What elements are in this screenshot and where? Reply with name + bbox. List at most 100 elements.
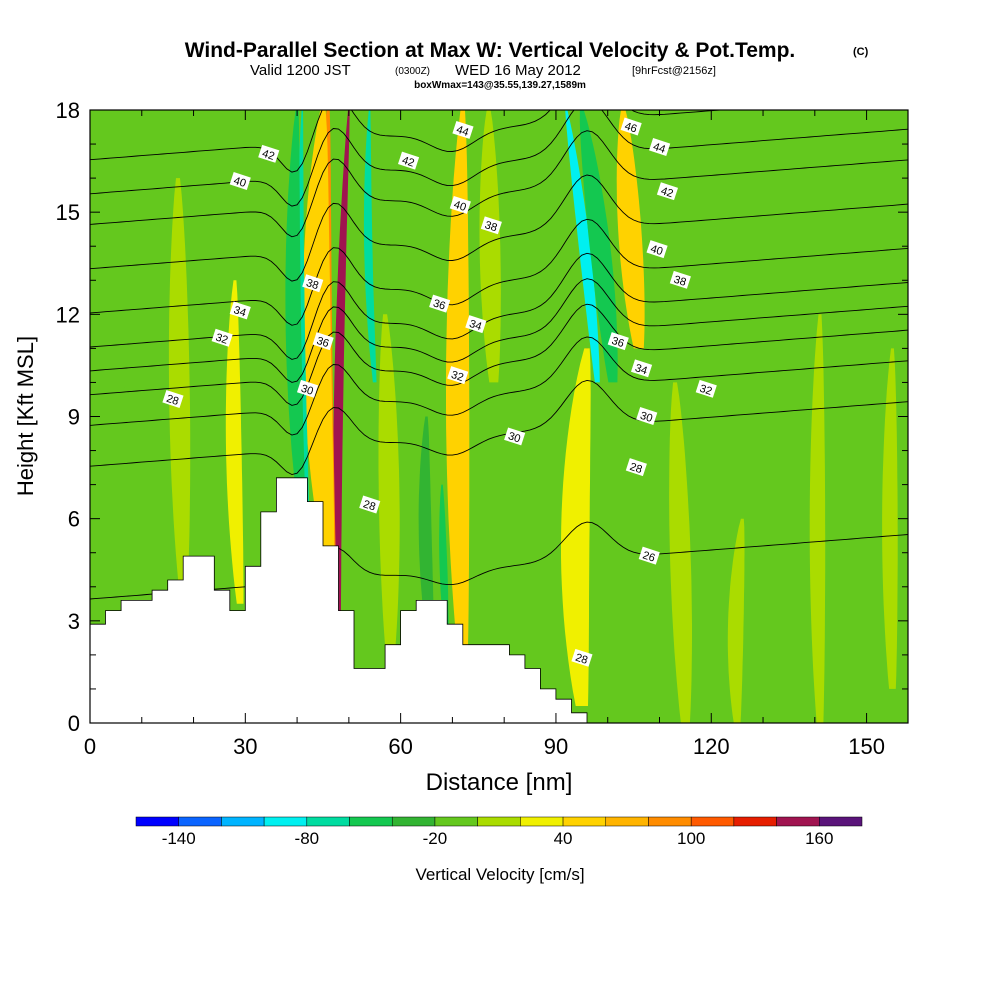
copyright-mark: (C) xyxy=(853,46,869,58)
contour-label-text: 42 xyxy=(400,154,415,169)
colorbar-swatch xyxy=(263,816,308,827)
colorbar xyxy=(135,816,863,827)
contour-label: 34 xyxy=(465,315,487,333)
x-axis-label: Distance [nm] xyxy=(426,769,573,796)
contour-label: 30 xyxy=(504,427,526,445)
contour-label: 32 xyxy=(211,328,233,347)
contour-label: 42 xyxy=(397,151,420,170)
theta-contour xyxy=(90,336,908,436)
contour-label: 36 xyxy=(607,332,629,350)
x-tick-label: 0 xyxy=(84,734,96,759)
x-tick-label: 120 xyxy=(693,734,730,759)
contour-label-text: 44 xyxy=(455,124,470,139)
chart-subtitle: boxWmax=143@35.55,139.27,1589m xyxy=(414,80,586,91)
velocity-region xyxy=(616,110,645,349)
contour-label: 36 xyxy=(429,294,451,313)
colorbar-swatch xyxy=(648,816,692,827)
colorbar-swatch xyxy=(520,816,564,827)
terrain-mask xyxy=(90,477,588,723)
velocity-region xyxy=(446,110,470,655)
velocity-region xyxy=(418,416,435,655)
colorbar-tick-label: -20 xyxy=(423,829,448,848)
y-axis-label: Height [Kft MSL] xyxy=(13,336,38,496)
y-tick-label: 0 xyxy=(68,711,80,736)
contour-label-text: 40 xyxy=(232,175,247,190)
colorbar-tick-label: 40 xyxy=(554,829,573,848)
velocity-region xyxy=(378,314,400,655)
contour-label: 28 xyxy=(359,495,381,514)
contour-label: 30 xyxy=(296,379,319,398)
x-tick-label: 60 xyxy=(388,734,412,759)
contour-label: 44 xyxy=(452,120,474,139)
chart-title: Wind-Parallel Section at Max W: Vertical… xyxy=(185,39,796,62)
contour-label-text: 32 xyxy=(214,332,229,347)
contour-label: 38 xyxy=(302,274,324,292)
colorbar-tick-label: -80 xyxy=(295,829,320,848)
valid-utc: (0300Z) xyxy=(395,66,430,77)
colorbar-swatch xyxy=(306,816,350,827)
colorbar-swatch xyxy=(819,816,863,827)
contour-label-text: 34 xyxy=(468,318,483,333)
colorbar-swatch xyxy=(477,816,521,827)
colorbar-swatch xyxy=(349,816,393,827)
theta-contour xyxy=(90,110,908,207)
velocity-region xyxy=(565,110,600,383)
theta-contour xyxy=(90,521,908,604)
y-tick-label: 12 xyxy=(56,302,80,327)
velocity-region xyxy=(727,518,745,723)
velocity-region xyxy=(225,280,244,604)
colorbar-swatch xyxy=(690,816,735,827)
contour-label: 38 xyxy=(669,270,691,289)
velocity-region xyxy=(285,110,306,519)
contour-label: 26 xyxy=(638,546,660,565)
contour-label: 28 xyxy=(162,390,184,408)
contour-label-text: 38 xyxy=(305,277,320,292)
contour-label: 32 xyxy=(695,379,717,398)
colorbar-tick-label: 160 xyxy=(805,829,833,848)
colorbar-swatch xyxy=(135,816,179,827)
contour-label-text: 40 xyxy=(649,243,664,258)
contour-label-text: 30 xyxy=(639,410,654,425)
colorbar-swatch xyxy=(776,816,820,827)
contour-label-text: 34 xyxy=(232,304,247,319)
velocity-region xyxy=(117,110,135,417)
valid-time: Valid 1200 JST xyxy=(250,62,351,79)
contour-label: 44 xyxy=(649,138,671,156)
contour-label: 28 xyxy=(625,458,647,476)
x-tick-label: 90 xyxy=(544,734,568,759)
velocity-region xyxy=(579,110,618,383)
contour-label: 34 xyxy=(229,301,251,319)
contour-label: 40 xyxy=(229,172,251,190)
contour-label-text: 42 xyxy=(261,148,276,163)
theta-contour xyxy=(90,278,908,383)
contour-label-text: 46 xyxy=(623,120,638,135)
contour-label: 36 xyxy=(312,332,334,350)
contour-label-text: 34 xyxy=(633,362,648,377)
contour-label-text: 28 xyxy=(362,498,377,513)
contour-label-text: 30 xyxy=(507,430,522,445)
valid-date: WED 16 May 2012 xyxy=(455,62,581,79)
contour-label: 32 xyxy=(447,366,469,384)
colorbar-tick-label: 100 xyxy=(677,829,705,848)
theta-contour xyxy=(90,174,908,282)
contour-label-text: 36 xyxy=(432,297,447,312)
contour-label: 34 xyxy=(630,359,653,377)
contour-label-text: 36 xyxy=(610,335,625,350)
colorbar-swatch xyxy=(178,816,222,827)
contour-label-text: 32 xyxy=(450,369,465,384)
velocity-region xyxy=(168,178,191,587)
colorbar-swatch xyxy=(391,816,436,827)
x-tick-label: 150 xyxy=(848,734,885,759)
velocity-region xyxy=(882,348,898,689)
contour-label-text: 28 xyxy=(165,393,180,408)
velocity-region xyxy=(363,110,377,383)
y-tick-label: 3 xyxy=(68,609,80,634)
contour-label: 46 xyxy=(620,117,642,136)
velocity-field: 4240343228383630444240383634323028464442… xyxy=(90,110,908,723)
contour-label: 40 xyxy=(449,195,471,214)
y-tick-label: 18 xyxy=(56,98,80,123)
colorbar-swatch xyxy=(605,816,649,827)
colorbar-swatch xyxy=(434,816,478,827)
contour-label-text: 28 xyxy=(628,461,643,476)
